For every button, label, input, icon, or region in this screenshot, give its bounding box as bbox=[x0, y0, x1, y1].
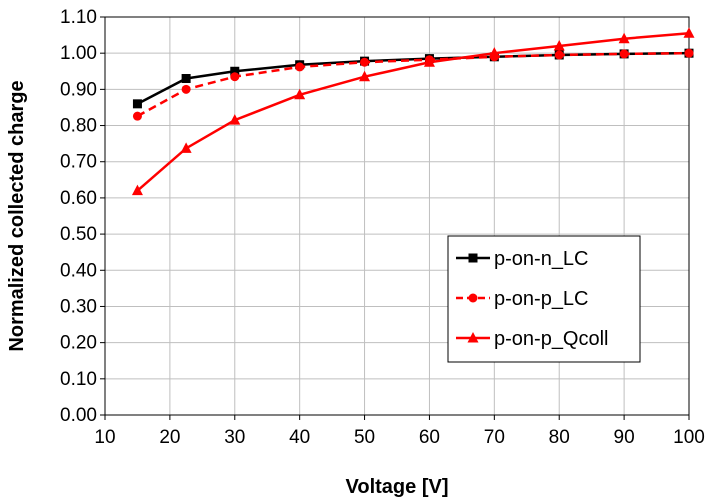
data-point bbox=[180, 142, 192, 153]
data-point bbox=[554, 50, 564, 60]
x-tick-label: 40 bbox=[289, 427, 310, 448]
data-point bbox=[619, 49, 629, 59]
y-tick-label: 0.80 bbox=[60, 116, 97, 137]
plot-frame bbox=[104, 16, 690, 416]
data-point bbox=[131, 184, 143, 196]
legend-label: p-on-p_Qcoll bbox=[494, 328, 609, 350]
series-p-on-n_LC bbox=[132, 48, 694, 109]
y-tick-label: 0.00 bbox=[60, 405, 97, 426]
x-tick-label: 10 bbox=[94, 427, 115, 448]
legend-marker bbox=[468, 253, 478, 263]
data-point bbox=[294, 88, 306, 100]
y-tick-label: 1.00 bbox=[60, 43, 97, 64]
data-point bbox=[230, 72, 240, 82]
data-point bbox=[132, 111, 142, 121]
series-layer bbox=[131, 27, 695, 196]
legend-marker bbox=[467, 332, 479, 343]
legend-item: p-on-p_Qcoll bbox=[456, 328, 609, 350]
legend-item: p-on-n_LC bbox=[456, 248, 589, 270]
data-point bbox=[359, 70, 371, 82]
x-tick-label: 80 bbox=[549, 427, 570, 448]
legend-label: p-on-p_LC bbox=[494, 288, 589, 310]
series-line bbox=[136, 51, 690, 105]
y-tick-label: 0.10 bbox=[60, 369, 97, 390]
legend-label: p-on-n_LC bbox=[494, 248, 589, 270]
data-point bbox=[360, 57, 370, 67]
data-point bbox=[553, 39, 565, 51]
x-tick-label: 100 bbox=[673, 427, 705, 448]
series-p-on-p_LC bbox=[132, 48, 694, 121]
x-tick-label: 20 bbox=[159, 427, 180, 448]
series-line bbox=[136, 51, 690, 118]
data-point bbox=[295, 62, 305, 72]
legend-marker bbox=[468, 293, 478, 303]
data-point bbox=[230, 66, 240, 76]
y-tick-label: 0.60 bbox=[60, 188, 97, 209]
y-tick-label: 0.20 bbox=[60, 333, 97, 354]
y-tick-label: 1.10 bbox=[60, 7, 97, 28]
x-axis-title: Voltage [V] bbox=[346, 476, 449, 498]
x-tick-label: 50 bbox=[354, 427, 375, 448]
y-axis-title: Normalized collected charge bbox=[6, 80, 28, 351]
data-point bbox=[683, 27, 695, 38]
x-axis-ticks: 10 20 30 40 50 60 70 80 90 100 bbox=[94, 415, 705, 448]
y-tick-label: 0.30 bbox=[60, 296, 97, 317]
y-tick-label: 0.70 bbox=[60, 152, 97, 173]
y-axis-ticks: 0.00 0.10 0.20 0.30 0.40 0.50 0.60 0.70 0.80 0.90… bbox=[60, 7, 105, 426]
legend: p-on-n_LC p-on-p_LC p-on-p_Qcoll bbox=[447, 235, 641, 363]
x-tick-label: 60 bbox=[419, 427, 440, 448]
x-tick-label: 30 bbox=[224, 427, 245, 448]
data-point bbox=[488, 47, 500, 58]
y-tick-label: 0.40 bbox=[60, 260, 97, 281]
y-tick-label: 0.90 bbox=[60, 79, 97, 100]
x-tick-label: 90 bbox=[614, 427, 635, 448]
data-point bbox=[229, 114, 241, 125]
data-point bbox=[181, 84, 191, 94]
data-point bbox=[618, 32, 630, 44]
data-point bbox=[423, 56, 435, 67]
x-tick-label: 70 bbox=[484, 427, 505, 448]
legend-item: p-on-p_LC bbox=[456, 288, 589, 310]
data-point bbox=[181, 74, 191, 84]
series-line bbox=[136, 32, 690, 192]
y-tick-label: 0.50 bbox=[60, 224, 97, 245]
series-p-on-p_Qcoll bbox=[131, 27, 695, 196]
data-point bbox=[132, 99, 142, 109]
data-point bbox=[684, 48, 694, 58]
